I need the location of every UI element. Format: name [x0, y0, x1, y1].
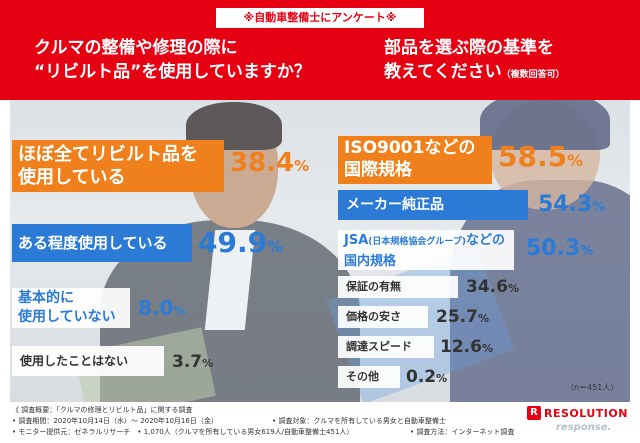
question-right-line1: 部品を選ぶ際の基準を	[384, 38, 554, 58]
left-label-3-line1: 使用したことはない	[20, 354, 129, 368]
right-label-2-line1: JSA	[344, 233, 369, 248]
right-value-6-unit: %	[436, 372, 448, 385]
resolution-logo-mark-icon: R	[527, 406, 541, 420]
photo-mechanic-cap	[480, 100, 610, 150]
right-label-4-line1: 価格の安さ	[346, 310, 401, 323]
right-value-5-number: 12.6	[440, 337, 482, 357]
question-right-note: （複数回答可）	[501, 70, 565, 80]
question-right-line2: 教えてください	[384, 62, 502, 82]
left-value-2-number: 8.0	[138, 296, 174, 320]
right-label-5-line1: 調達スピード	[346, 340, 412, 353]
left-label-2-line2: 使用していない	[18, 309, 116, 325]
right-value-2-number: 50.3	[526, 236, 581, 261]
resolution-logo: R RESOLUTION	[527, 404, 633, 422]
left-label-0: ほぼ全てリビルト品を 使用している	[12, 140, 224, 192]
left-label-1: ある程度使用している	[12, 224, 192, 262]
right-value-6-number: 0.2	[406, 367, 437, 387]
right-value-2: 50.3%	[526, 236, 593, 261]
left-label-1-line1: ある程度使用している	[18, 234, 168, 252]
left-value-3: 3.7%	[172, 352, 213, 372]
left-value-2: 8.0%	[138, 296, 185, 320]
footer: 《 調査概要：「クルマの修理とリビルト品」に関する調査 • 調査期間：2020年…	[0, 402, 640, 443]
right-label-2: JSA(日本規格協会グループ)などの 国内規格	[338, 230, 514, 270]
response-watermark: response.	[556, 422, 612, 433]
left-value-0-unit: %	[294, 157, 310, 175]
right-value-3-number: 34.6	[466, 277, 508, 297]
right-value-1-unit: %	[592, 200, 606, 215]
right-value-0-number: 58.5	[498, 140, 568, 173]
right-label-6: その他	[338, 366, 400, 388]
right-label-2-small: (日本規格協会グループ)	[368, 237, 466, 247]
left-label-0-line1: ほぼ全てリビルト品を	[18, 144, 198, 165]
sample-size: （n＝451人）	[566, 383, 619, 392]
left-value-0: 38.4%	[230, 148, 309, 178]
left-label-3: 使用したことはない	[12, 346, 164, 376]
right-label-3: 保証の有無	[338, 276, 458, 298]
right-label-2-line2: 国内規格	[344, 254, 397, 269]
left-value-2-unit: %	[173, 304, 186, 318]
left-value-3-unit: %	[202, 357, 214, 370]
question-right-line2-wrap: 教えてください（複数回答可）	[384, 60, 634, 87]
right-value-3: 34.6%	[466, 277, 519, 297]
footer-line3a: • モニター提供元：ゼネラルリサーチ • 1,070人（クルマを所有している男女…	[12, 428, 354, 436]
right-label-1-line1: メーカー純正品	[346, 197, 444, 213]
question-left-line2: “リビルト品”を使用していますか？	[34, 62, 311, 82]
footer-line3b: • 調査方法：インターネット調査	[410, 428, 515, 436]
right-value-0-unit: %	[567, 151, 584, 170]
question-left: クルマの整備や修理の際に “リビルト品”を使用していますか？	[34, 36, 334, 84]
question-left-line1: クルマの整備や修理の際に	[34, 38, 238, 58]
question-right: 部品を選ぶ際の基準を 教えてください（複数回答可）	[384, 36, 634, 87]
footer-line1: 《 調査概要：「クルマの修理とリビルト品」に関する調査	[12, 406, 193, 414]
footer-line2a: • 調査期間：2020年10月14日（水）～ 2020年10月16日（金）	[12, 417, 218, 425]
left-label-0-line2: 使用している	[18, 167, 126, 188]
right-value-4-number: 25.7	[436, 307, 478, 327]
right-value-0: 58.5%	[498, 140, 583, 173]
right-label-6-line1: その他	[346, 370, 379, 383]
right-value-5: 12.6%	[440, 337, 493, 357]
right-label-2-rest: などの	[465, 233, 505, 248]
right-label-4: 価格の安さ	[338, 306, 428, 328]
right-value-5-unit: %	[481, 342, 493, 355]
left-value-3-number: 3.7	[172, 352, 203, 372]
left-value-0-number: 38.4	[230, 148, 295, 178]
right-value-3-unit: %	[507, 282, 519, 295]
left-value-1: 49.9%	[198, 226, 283, 259]
right-value-4-unit: %	[477, 312, 489, 325]
right-value-1-number: 54.3	[538, 192, 593, 217]
footer-line2b: • 調査対象：クルマを所有している男女と自動車整備士	[272, 417, 446, 425]
survey-tag: ※自動車整備士にアンケート※	[216, 8, 424, 28]
right-label-0-line2: 国際規格	[344, 160, 412, 180]
right-label-3-line1: 保証の有無	[346, 280, 401, 293]
right-label-5: 調達スピード	[338, 336, 434, 358]
right-label-0: ISO9001などの 国際規格	[338, 136, 492, 184]
right-value-2-unit: %	[580, 244, 594, 259]
right-label-2-line1-wrap: JSA(日本規格協会グループ)などの	[344, 231, 508, 252]
left-label-2-line1: 基本的に	[18, 290, 74, 306]
right-label-0-line1: ISO9001などの	[344, 138, 476, 158]
resolution-logo-text: RESOLUTION	[544, 406, 628, 420]
left-label-2: 基本的に 使用していない	[12, 288, 130, 328]
left-value-1-number: 49.9	[198, 226, 268, 259]
right-value-1: 54.3%	[538, 192, 605, 217]
right-value-4: 25.7%	[436, 307, 489, 327]
right-value-6: 0.2%	[406, 367, 447, 387]
right-label-1: メーカー純正品	[338, 190, 528, 220]
left-value-1-unit: %	[267, 237, 284, 256]
